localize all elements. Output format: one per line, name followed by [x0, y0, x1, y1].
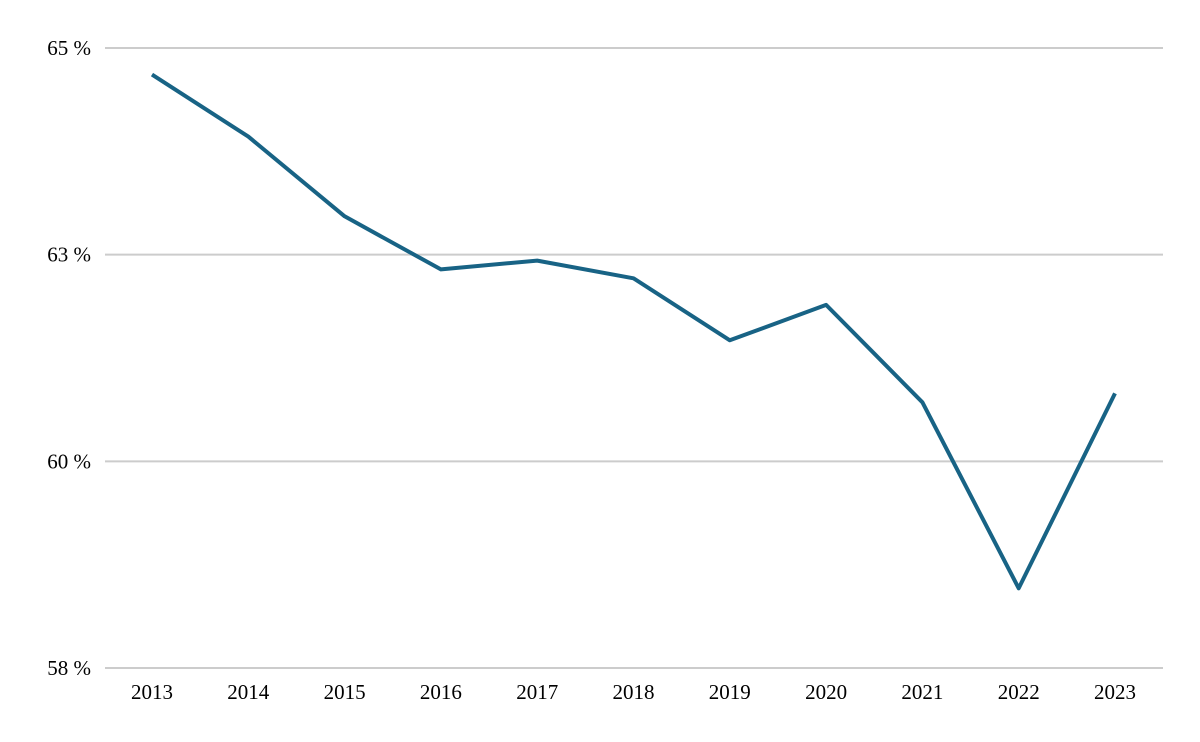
x-axis-tick-label: 2013 — [131, 680, 173, 704]
gridlines-group — [105, 47, 1163, 669]
data-line — [150, 72, 1117, 591]
x-axis-tick-label: 2016 — [420, 680, 462, 704]
y-axis-labels: 65 % 63 % 60 % 58 % — [47, 36, 91, 680]
x-axis-tick-label: 2023 — [1094, 680, 1136, 704]
y-axis-tick-label: 63 % — [47, 243, 91, 267]
x-axis-tick-label: 2020 — [805, 680, 847, 704]
y-axis-tick-label: 65 % — [47, 36, 91, 60]
x-axis-tick-label: 2015 — [324, 680, 366, 704]
x-axis-tick-label: 2019 — [709, 680, 751, 704]
x-axis-tick-label: 2017 — [516, 680, 558, 704]
y-axis-tick-label: 58 % — [47, 656, 91, 680]
y-axis-tick-label: 60 % — [47, 449, 91, 473]
x-axis-tick-label: 2018 — [613, 680, 655, 704]
x-axis-tick-label: 2021 — [901, 680, 943, 704]
x-axis-tick-label: 2022 — [998, 680, 1040, 704]
x-axis-tick-label: 2014 — [227, 680, 270, 704]
x-axis-labels: 2013 2014 2015 2016 2017 2018 2019 2020 2021 2022… — [131, 680, 1136, 704]
